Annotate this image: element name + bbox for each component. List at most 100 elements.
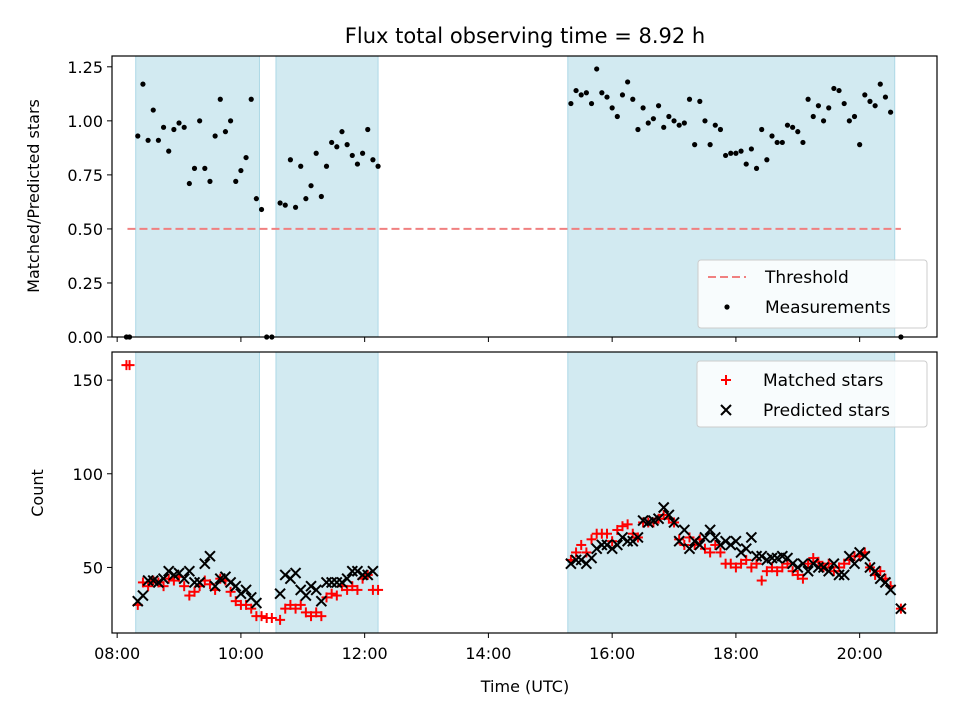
predicted-marker-b	[730, 535, 742, 547]
matched-star-point	[622, 519, 633, 530]
predicted-marker-b	[828, 557, 840, 570]
predicted-marker-b	[325, 576, 338, 589]
predicted-marker-b	[250, 597, 263, 609]
predicted-marker-b	[157, 572, 170, 585]
predicted-star-point	[828, 557, 840, 570]
predicted-marker-b	[240, 584, 252, 596]
bottom-axes-frame	[111, 351, 938, 634]
measurement-point	[334, 144, 340, 150]
predicted-star-point	[704, 524, 716, 536]
predicted-marker-b	[637, 514, 649, 527]
predicted-star-point	[230, 580, 242, 592]
predicted-marker-b	[823, 565, 835, 577]
predicted-star-point	[730, 535, 742, 547]
measurement-point	[323, 163, 330, 169]
measurement-point	[578, 92, 584, 98]
predicted-star-point	[274, 587, 286, 600]
predicted-star-point	[240, 584, 252, 596]
measurement-point	[877, 81, 883, 87]
predicted-star-point	[137, 589, 149, 602]
measurement-point	[769, 133, 775, 139]
measurement-point	[640, 105, 646, 111]
predicted-star-point	[652, 513, 665, 525]
predicted-star-point	[802, 565, 814, 577]
predicted-marker-b	[663, 509, 675, 521]
y-tick-label: 0.25	[67, 274, 103, 293]
matched-star-point	[792, 569, 803, 580]
measurement-point	[248, 96, 254, 102]
measurement-point	[222, 129, 229, 135]
predicted-marker-b	[596, 539, 608, 551]
predicted-star-point	[884, 584, 897, 596]
matched-star-point	[373, 584, 384, 595]
x-tick-label: 14:00	[465, 644, 511, 663]
measurement-point	[339, 129, 345, 135]
measurement-point	[370, 157, 376, 163]
predicted-marker-b	[884, 584, 897, 596]
y-tick-label: 50	[83, 558, 103, 577]
measurement-point	[738, 148, 744, 154]
predicted-marker-b	[346, 565, 358, 577]
measurement-point	[826, 105, 832, 111]
predicted-star-point	[699, 531, 711, 544]
matched-star-point	[772, 566, 783, 577]
predicted-marker-b	[178, 572, 190, 585]
measurement-point	[303, 196, 309, 202]
predicted-marker-b	[833, 569, 845, 581]
matched-star-point	[746, 562, 757, 573]
measurement-point	[197, 118, 203, 124]
predicted-star-point	[178, 572, 190, 585]
predicted-star-point	[766, 552, 778, 564]
predicted-star-point	[869, 565, 881, 577]
measurement-point	[733, 150, 739, 156]
legend-predicted-swatch-b	[720, 404, 732, 416]
measurement-point	[308, 183, 314, 189]
measurement-point	[820, 118, 827, 124]
measurement-point	[258, 206, 265, 213]
measurement-point	[728, 150, 734, 156]
predicted-marker-b	[300, 589, 312, 602]
measurement-point	[287, 157, 294, 163]
predicted-marker-b	[668, 516, 680, 529]
measurement-point	[227, 118, 234, 124]
y-tick-label: 150	[72, 371, 103, 390]
predicted-marker-b	[740, 542, 752, 555]
measurement-point	[681, 120, 687, 126]
predicted-star-point	[797, 557, 809, 570]
top-y-axis-label: Matched/Predicted stars	[24, 99, 43, 293]
bottom-y-axis-label: Count	[28, 469, 47, 517]
matched-star-point	[189, 586, 200, 597]
matched-star-point	[266, 613, 277, 624]
predicted-marker-b	[812, 561, 825, 574]
predicted-marker-b	[838, 569, 850, 581]
matched-star-point	[756, 575, 767, 586]
measurement-point	[604, 94, 610, 100]
predicted-star-point	[621, 535, 634, 547]
predicted-marker-b	[188, 576, 201, 589]
measurement-point	[630, 96, 636, 102]
predicted-star-point	[157, 572, 170, 585]
predicted-star-point	[331, 576, 343, 589]
y-tick-label: 0.50	[67, 220, 103, 239]
measurement-point	[815, 103, 822, 109]
measurement-point	[233, 178, 239, 184]
measurement-point	[753, 165, 760, 171]
predicted-marker-b	[848, 557, 861, 570]
matched-star-point	[306, 611, 317, 622]
predicted-marker-b	[289, 567, 302, 579]
predicted-star-point	[750, 550, 763, 562]
predicted-star-point	[142, 574, 154, 587]
measurement-point	[692, 142, 698, 148]
measurement-point	[568, 100, 574, 107]
predicted-marker-b	[274, 587, 286, 600]
predicted-star-point	[250, 597, 263, 609]
predicted-star-point	[193, 576, 206, 589]
matched-star-point	[184, 590, 195, 601]
top-legend: Threshold Measurements	[697, 259, 928, 329]
predicted-marker-b	[621, 535, 634, 547]
predicted-marker-b	[142, 574, 154, 587]
measurement-point	[243, 154, 249, 161]
matched-star-point	[326, 588, 337, 599]
matched-star-point	[331, 590, 342, 601]
